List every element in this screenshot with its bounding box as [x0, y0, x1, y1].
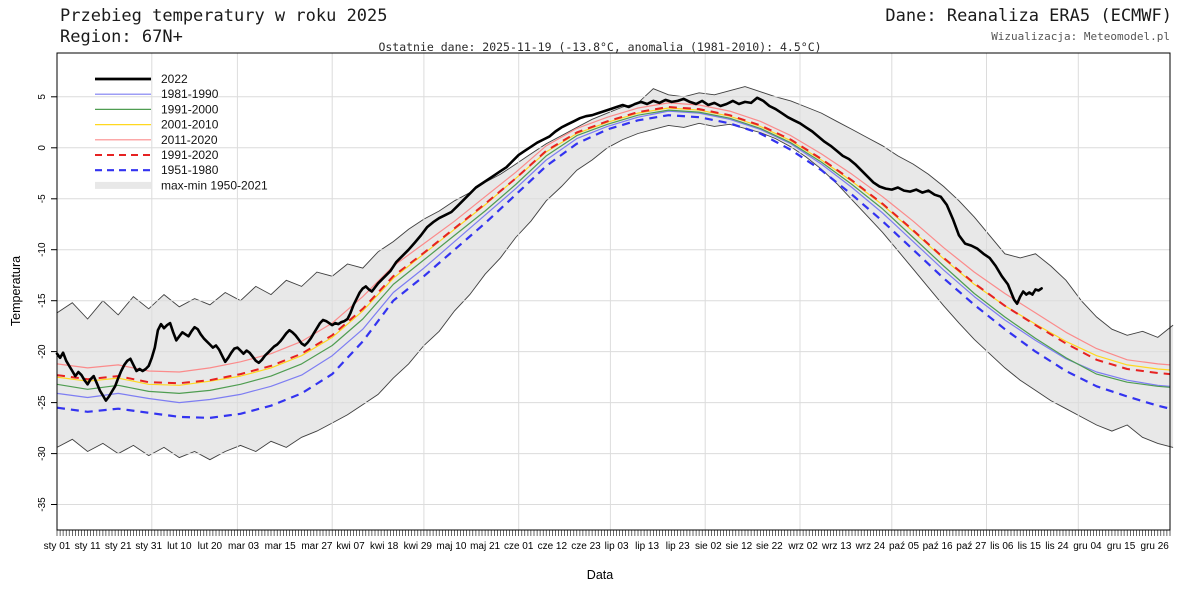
x-tick-label: kwi 29: [404, 541, 433, 552]
x-tick-label: wrz 02: [787, 541, 818, 552]
x-tick-label: kwi 07: [336, 541, 365, 552]
legend-label: 1981-1990: [161, 87, 219, 101]
band-max-edge: [56, 86, 1174, 338]
legend-label: max-min 1950-2021: [161, 178, 268, 192]
x-tick-label: lis 24: [1045, 541, 1069, 552]
x-tick-label: cze 12: [538, 541, 568, 552]
x-tick-label: lip 13: [635, 541, 659, 552]
x-tick-label: cze 23: [571, 541, 601, 552]
data-source: Dane: Reanaliza ERA5 (ECMWF): [885, 6, 1172, 26]
x-tick-label: lis 15: [1018, 541, 1042, 552]
x-tick-label: sie 02: [695, 541, 722, 552]
x-tick-label: cze 01: [504, 541, 534, 552]
x-tick-label: mar 27: [301, 541, 333, 552]
series-1981-1990: [56, 110, 1171, 404]
x-tick-label: sty 31: [135, 541, 162, 552]
x-tick-label: sty 11: [75, 541, 101, 552]
x-tick-label: paź 05: [889, 541, 919, 552]
x-tick-label: sie 12: [726, 541, 753, 552]
legend-label: 2022: [161, 72, 188, 86]
x-tick-label: lip 23: [666, 541, 690, 552]
x-tick-label: maj 10: [436, 541, 466, 552]
y-axis-labels: 5 0 -5 -10 -15 -20 -25 -30 -35: [37, 94, 57, 512]
y-tick-label: -20: [37, 344, 48, 359]
series-1951-1980: [56, 114, 1171, 419]
x-axis-labels: sty 01 sty 11 sty 21 sty 31 lut 10 lut 20 mar …: [44, 541, 1170, 552]
x-tick-label: maj 21: [470, 541, 500, 552]
series-1991-2020: [56, 106, 1171, 385]
x-tick-label: gru 26: [1141, 541, 1170, 552]
y-tick-label: -35: [37, 497, 48, 512]
legend-label: 1951-1980: [161, 163, 219, 177]
x-tick-label: lut 10: [167, 541, 192, 552]
legend-label: 1991-2020: [161, 148, 219, 162]
x-axis-title: Data: [586, 568, 614, 582]
series-1991-2000: [56, 109, 1171, 394]
y-tick-label: 0: [37, 145, 48, 151]
x-axis-ticks: [56, 530, 1171, 536]
visualization-credit: Wizualizacja: Meteomodel.pl: [991, 30, 1170, 43]
x-tick-label: kwi 18: [370, 541, 399, 552]
series-current-year: [55, 96, 1043, 402]
y-tick-label: -30: [37, 446, 48, 461]
legend-label: 2001-2010: [161, 118, 219, 132]
series-2011-2020: [56, 102, 1171, 373]
legend-label: 2011-2020: [161, 133, 218, 147]
chart-region: Region: 67N+: [60, 27, 183, 47]
x-tick-label: paź 16: [923, 541, 953, 552]
max-min-band: [56, 86, 1174, 461]
x-tick-label: lut 20: [198, 541, 223, 552]
y-tick-label: -5: [37, 194, 48, 203]
x-tick-label: lip 03: [605, 541, 629, 552]
x-tick-label: sty 21: [105, 541, 132, 552]
legend-label: 1991-2000: [161, 102, 219, 116]
y-tick-label: -15: [37, 293, 48, 308]
y-tick-label: -25: [37, 395, 48, 410]
chart-title: Przebieg temperatury w roku 2025: [60, 6, 388, 26]
legend-band-swatch: [95, 181, 151, 189]
band-fill: [57, 86, 1174, 460]
x-tick-label: gru 15: [1107, 541, 1136, 552]
y-tick-label: -10: [37, 242, 48, 257]
x-tick-label: mar 15: [265, 541, 297, 552]
x-tick-label: mar 03: [228, 541, 260, 552]
x-tick-label: wrz 24: [855, 541, 886, 552]
x-tick-label: gru 04: [1073, 541, 1102, 552]
last-data-subtitle: Ostatnie dane: 2025-11-19 (-13.8°C, anom…: [378, 40, 822, 54]
x-tick-label: paź 27: [956, 541, 986, 552]
x-tick-label: lis 06: [990, 541, 1014, 552]
x-tick-label: sie 22: [756, 541, 783, 552]
x-tick-label: sty 01: [44, 541, 71, 552]
y-tick-label: 5: [37, 94, 48, 100]
x-tick-label: wrz 13: [821, 541, 852, 552]
